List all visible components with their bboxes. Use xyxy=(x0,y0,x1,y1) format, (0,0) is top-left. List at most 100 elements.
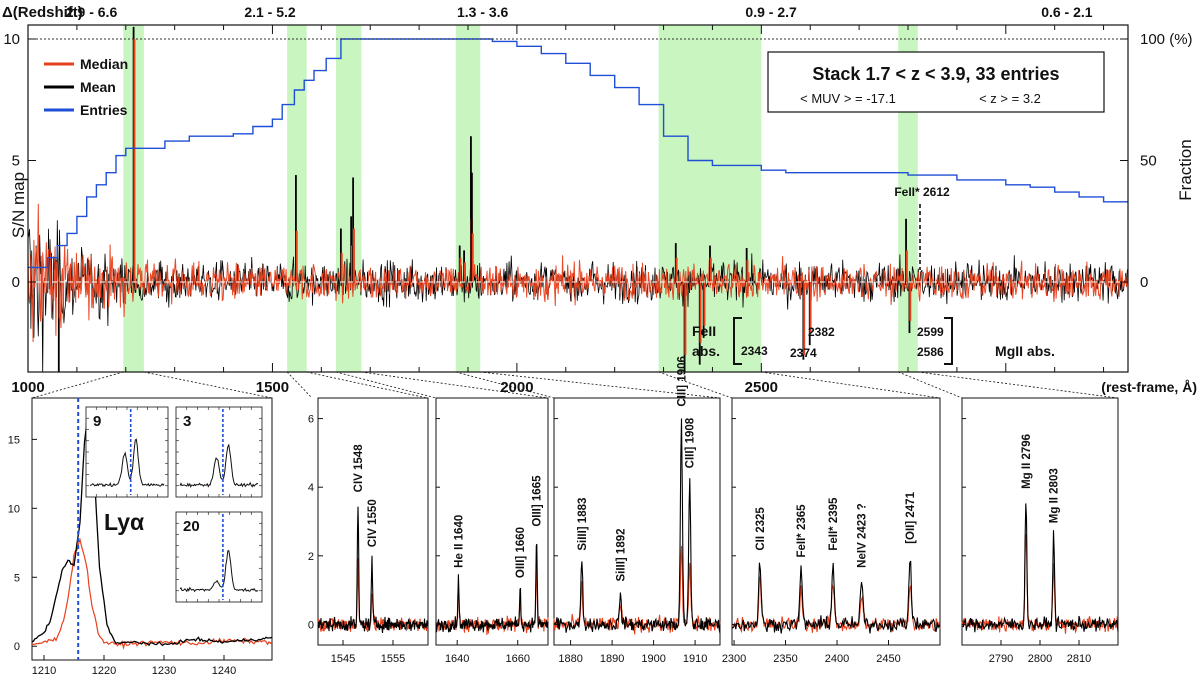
lya-title: Lyα xyxy=(104,509,144,535)
zoom-panel: CII 2325 FeII* 2365 FeII* 2395 NeIV 2423 ? [… xyxy=(722,397,941,665)
redshift-range-label: 2.9 - 6.6 xyxy=(66,4,118,20)
zoom-mean-line xyxy=(961,503,1119,633)
zoom-median-line xyxy=(961,533,1119,634)
stack-box-frame xyxy=(767,51,1105,113)
fe-abs-2374: 2374 xyxy=(790,346,817,360)
zoom-mean-line xyxy=(553,418,721,634)
zoom-x-tick-label: 2450 xyxy=(876,653,900,665)
zoom-x-tick-label: 1660 xyxy=(505,653,529,665)
inset-frame xyxy=(175,511,263,603)
legend: Median Mean Entries xyxy=(44,56,128,118)
zoom-panel-frame xyxy=(731,397,941,646)
y-right-tick-label: 50 xyxy=(1140,153,1157,170)
x-axis-label: (rest-frame, Å) xyxy=(1101,379,1197,395)
inset-frame xyxy=(85,406,169,498)
y-tick-label: 0 xyxy=(12,274,20,291)
zoom-mean-line xyxy=(731,560,941,634)
lya-x-tick-label: 1210 xyxy=(32,665,56,677)
zoom-y-tick-label: 2 xyxy=(308,551,314,563)
line-label: CIV 1550 xyxy=(367,499,379,547)
inset-label: 9 xyxy=(93,413,101,430)
line-label: Mg II 2803 xyxy=(1049,468,1061,523)
fe-abs-bracket-right xyxy=(944,317,953,365)
zoom-panel: Mg II 2796 Mg II 2803 2790 2800 2810 xyxy=(961,397,1119,665)
legend-median-label: Median xyxy=(80,56,128,72)
fe-abs-2382: 2382 xyxy=(808,325,835,339)
redshift-range-label: 0.6 - 2.1 xyxy=(1041,4,1093,20)
line-label: SiIII] 1892 xyxy=(615,528,627,581)
mg-abs-label: MgII abs. xyxy=(995,343,1055,359)
zoom-panel-frame xyxy=(553,397,721,646)
zoom-mean-line xyxy=(435,543,549,633)
zoom-panel: He II 1640 OIII] 1660 OIII] 1665 1640 1660 xyxy=(435,397,549,665)
inset-spectrum-line xyxy=(179,550,259,593)
zoom-y-tick-label: 0 xyxy=(308,619,314,631)
connector-line xyxy=(658,371,733,399)
zoom-x-tick-label: 2800 xyxy=(1028,653,1052,665)
connector-line xyxy=(480,371,721,399)
inset-label: 20 xyxy=(183,518,200,535)
zoom-panel-frame xyxy=(435,397,549,646)
connector-line xyxy=(286,371,313,399)
main-frame xyxy=(27,24,1129,373)
stack-z: < z > = 3.2 xyxy=(979,91,1041,106)
zoom-y-tick-label: 6 xyxy=(308,414,314,426)
redshift-range-label: 1.3 - 3.6 xyxy=(457,4,509,20)
zoom-x-tick-label: 2300 xyxy=(722,653,746,665)
zoom-x-tick-label: 1910 xyxy=(683,653,707,665)
fe-abs-bracket-left xyxy=(733,317,742,365)
redshift-range-label: 2.1 - 5.2 xyxy=(244,4,296,20)
y-right-label: Fraction xyxy=(1176,139,1195,200)
zoom-x-tick-label: 1545 xyxy=(331,653,355,665)
stack-title: Stack 1.7 < z < 3.9, 33 entries xyxy=(812,64,1059,84)
x-tick-label: 2000 xyxy=(500,379,533,396)
spectrum-spikes xyxy=(57,26,912,372)
zoom-panel-frame xyxy=(961,397,1119,646)
lya-mean-line xyxy=(31,410,273,647)
lya-y-tick-label: 5 xyxy=(14,572,20,584)
inset-spectrum-line xyxy=(89,438,165,488)
legend-entries-label: Entries xyxy=(80,102,128,118)
line-label: CII 2325 xyxy=(755,507,767,551)
entries-line xyxy=(28,38,1128,269)
line-label: He II 1640 xyxy=(453,515,465,568)
line-label: FeII* 2365 xyxy=(796,504,808,558)
connector-line xyxy=(361,371,549,399)
zoom-panel: SiIII] 1883 SiIII] 1892 CIII] 1906 CIII] 19… xyxy=(553,356,721,665)
connector-line xyxy=(898,371,963,399)
median-noise-line xyxy=(28,203,1128,343)
line-label: CIII] 1908 xyxy=(685,417,697,468)
x-tick-label: 2500 xyxy=(745,379,778,396)
line-label: CIV 1548 xyxy=(353,444,365,493)
redshift-range-label: 0.9 - 2.7 xyxy=(745,4,797,20)
line-label: OIII] 1660 xyxy=(515,527,527,578)
connector-line xyxy=(917,371,1119,399)
fe-star-label: FeII* 2612 xyxy=(894,185,950,199)
line-label: SiIII] 1883 xyxy=(577,498,589,551)
stack-info-box: Stack 1.7 < z < 3.9, 33 entries < MUV > … xyxy=(767,51,1105,113)
x-tick-label: 1500 xyxy=(256,379,289,396)
redshift-labels: 2.9 - 6.6 2.1 - 5.2 1.3 - 3.6 0.9 - 2.7 0.6 … xyxy=(66,4,1093,20)
lya-panel: 0 5 10 15 1210 1220 1230 1240 9 3 20 xyxy=(8,397,273,677)
highlight-band xyxy=(287,25,307,372)
zoom-x-tick-label: 2810 xyxy=(1067,653,1091,665)
main-axes: 0 5 10 0 50 100 (%) 1000 1500 2000 2500 xyxy=(3,25,1193,396)
spectrum-noise xyxy=(28,203,1128,372)
stack-muv: < MUV > = -17.1 xyxy=(800,91,896,106)
zoom-x-tick-label: 2350 xyxy=(773,653,797,665)
zoom-x-tick-label: 1900 xyxy=(641,653,665,665)
line-label: [OII] 2471 xyxy=(905,491,917,543)
line-label: CIII] 1906 xyxy=(676,356,688,407)
legend-mean-label: Mean xyxy=(80,79,116,95)
lya-x-tick-label: 1220 xyxy=(92,665,116,677)
fe-abs-2586: 2586 xyxy=(917,345,944,359)
connector-line xyxy=(306,371,428,399)
line-label: Mg II 2796 xyxy=(1021,434,1033,489)
zoom-x-tick-label: 1890 xyxy=(600,653,624,665)
lya-x-tick-label: 1240 xyxy=(212,665,236,677)
x-tick-label: 1000 xyxy=(11,379,44,396)
line-label: NeIV 2423 ? xyxy=(857,503,869,568)
highlight-band xyxy=(336,25,362,372)
